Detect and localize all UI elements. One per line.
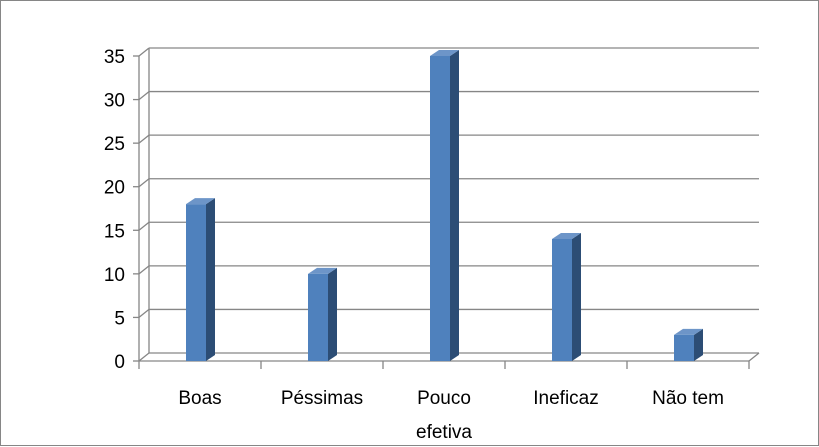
y-tick-label: 10 (104, 265, 125, 286)
y-tick-labels: 0 5 10 15 20 25 30 35 (104, 47, 125, 373)
bars (186, 50, 703, 361)
gridline-depth (138, 265, 150, 275)
bar (430, 50, 459, 361)
x-category-label: Péssimas (281, 388, 363, 409)
x-category-label: Pouco efetiva (416, 388, 472, 443)
gridline-depth (138, 178, 150, 188)
gridline-depth (138, 221, 150, 231)
y-tick-label: 30 (104, 91, 125, 112)
bar (552, 233, 581, 361)
gridline-depth (138, 308, 150, 318)
x-category-labels: Boas Péssimas Pouco efetiva Ineficaz Não tem (178, 388, 724, 443)
y-tick-label: 5 (114, 308, 125, 329)
gridline-depth (138, 352, 150, 362)
gridline-depth (138, 47, 150, 57)
bar (674, 328, 703, 361)
x-category-label: Não tem (652, 388, 724, 409)
gridline-depth (138, 134, 150, 144)
x-category-label: Ineficaz (533, 388, 598, 409)
floor-depth-edge (748, 352, 760, 362)
bar (186, 198, 215, 361)
y-tick-label: 15 (104, 221, 125, 242)
bar (308, 267, 337, 361)
x-category-label: Boas (178, 388, 221, 409)
y-tick-label: 20 (104, 178, 125, 199)
y-tick-label: 35 (104, 47, 125, 68)
y-tick-label: 25 (104, 134, 125, 155)
gridline-depth (138, 91, 150, 101)
y-tick-label: 0 (114, 352, 125, 373)
